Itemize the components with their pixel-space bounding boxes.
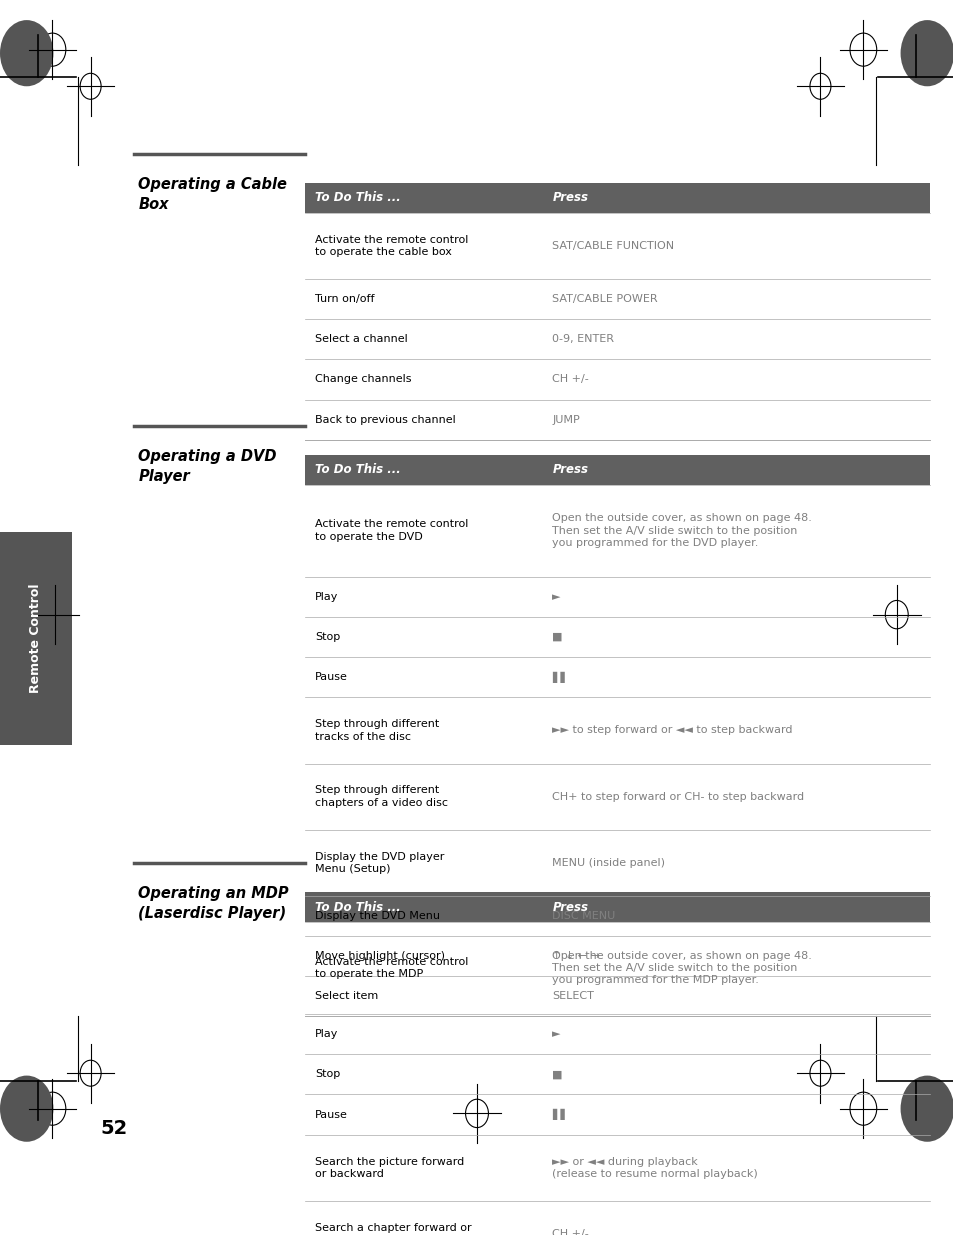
FancyBboxPatch shape xyxy=(305,183,929,212)
Circle shape xyxy=(0,1076,53,1142)
FancyBboxPatch shape xyxy=(305,893,929,921)
Text: Select item: Select item xyxy=(314,992,377,1002)
Text: Step through different
tracks of the disc: Step through different tracks of the dis… xyxy=(314,719,438,742)
Text: Press: Press xyxy=(552,463,588,477)
Text: DISC MENU: DISC MENU xyxy=(552,911,615,921)
Text: To Do This ...: To Do This ... xyxy=(314,463,400,477)
Text: CH +/-: CH +/- xyxy=(552,374,588,384)
FancyBboxPatch shape xyxy=(0,532,71,745)
Text: CH +/-: CH +/- xyxy=(552,1229,588,1235)
Text: Operating an MDP
(Laserdisc Player): Operating an MDP (Laserdisc Player) xyxy=(138,887,289,921)
Text: ►: ► xyxy=(552,592,560,601)
Text: To Do This ...: To Do This ... xyxy=(314,191,400,205)
Text: Display the DVD player
Menu (Setup): Display the DVD player Menu (Setup) xyxy=(314,852,444,874)
Text: Remote Control: Remote Control xyxy=(29,583,42,693)
Text: SAT/CABLE POWER: SAT/CABLE POWER xyxy=(552,294,658,304)
Text: Display the DVD Menu: Display the DVD Menu xyxy=(314,911,439,921)
Text: Stop: Stop xyxy=(314,1070,339,1079)
Text: JUMP: JUMP xyxy=(552,415,579,425)
Text: 52: 52 xyxy=(101,1119,128,1139)
Text: Search a chapter forward or
backward: Search a chapter forward or backward xyxy=(314,1223,471,1235)
Text: ■: ■ xyxy=(552,632,562,642)
Text: SELECT: SELECT xyxy=(552,992,594,1002)
Text: CH+ to step forward or CH- to step backward: CH+ to step forward or CH- to step backw… xyxy=(552,792,803,802)
Text: To Do This ...: To Do This ... xyxy=(314,900,400,914)
Text: Operating a Cable
Box: Operating a Cable Box xyxy=(138,178,287,212)
Text: Search the picture forward
or backward: Search the picture forward or backward xyxy=(314,1156,463,1179)
Text: Press: Press xyxy=(552,191,588,205)
Text: Operating a DVD
Player: Operating a DVD Player xyxy=(138,450,276,484)
Text: ■: ■ xyxy=(552,1070,562,1079)
Text: ►: ► xyxy=(552,1029,560,1039)
Text: Open the outside cover, as shown on page 48.
Then set the A/V slide switch to th: Open the outside cover, as shown on page… xyxy=(552,514,811,548)
FancyBboxPatch shape xyxy=(305,454,929,484)
Text: Select a channel: Select a channel xyxy=(314,335,407,345)
Text: Back to previous channel: Back to previous channel xyxy=(314,415,456,425)
Text: Open the outside cover, as shown on page 48.
Then set the A/V slide switch to th: Open the outside cover, as shown on page… xyxy=(552,951,811,986)
Text: SAT/CABLE FUNCTION: SAT/CABLE FUNCTION xyxy=(552,241,674,251)
Text: Activate the remote control
to operate the DVD: Activate the remote control to operate t… xyxy=(314,520,468,542)
Text: Move highlight (cursor): Move highlight (cursor) xyxy=(314,951,444,961)
Circle shape xyxy=(900,20,953,86)
Text: Change channels: Change channels xyxy=(314,374,411,384)
Text: 0-9, ENTER: 0-9, ENTER xyxy=(552,335,614,345)
Text: ▌▌: ▌▌ xyxy=(552,672,569,683)
Text: Pause: Pause xyxy=(314,1109,347,1120)
Text: Play: Play xyxy=(314,592,338,601)
Text: Activate the remote control
to operate the cable box: Activate the remote control to operate t… xyxy=(314,235,468,257)
Text: Press: Press xyxy=(552,900,588,914)
Text: Step through different
chapters of a video disc: Step through different chapters of a vid… xyxy=(314,785,447,808)
Circle shape xyxy=(900,1076,953,1142)
Text: Activate the remote control
to operate the MDP: Activate the remote control to operate t… xyxy=(314,957,468,979)
Text: ↑ ↓ ← →: ↑ ↓ ← → xyxy=(552,951,599,961)
Text: MENU (inside panel): MENU (inside panel) xyxy=(552,858,664,868)
Text: Turn on/off: Turn on/off xyxy=(314,294,374,304)
Text: ►► or ◄◄ during playback
(release to resume normal playback): ►► or ◄◄ during playback (release to res… xyxy=(552,1156,758,1179)
Text: Play: Play xyxy=(314,1029,338,1039)
Text: Stop: Stop xyxy=(314,632,339,642)
Text: ►► to step forward or ◄◄ to step backward: ►► to step forward or ◄◄ to step backwar… xyxy=(552,725,792,736)
Text: ▌▌: ▌▌ xyxy=(552,1109,569,1120)
Circle shape xyxy=(0,20,53,86)
Text: Pause: Pause xyxy=(314,672,347,682)
